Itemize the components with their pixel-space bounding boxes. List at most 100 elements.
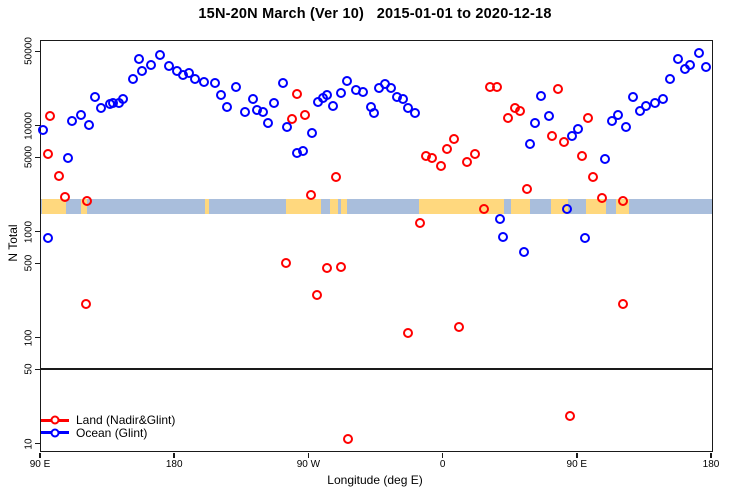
- data-point-ocean: [258, 107, 269, 118]
- data-point-land: [53, 171, 64, 182]
- x-tick: [441, 453, 444, 458]
- data-point-ocean: [544, 111, 555, 122]
- map-strip-land-patch: [285, 198, 322, 214]
- legend-label-land: Land (Nadir&Glint): [76, 413, 176, 428]
- map-strip-land-patch: [510, 198, 531, 214]
- legend-label-ocean: Ocean (Glint): [76, 425, 148, 440]
- data-point-ocean: [410, 107, 421, 118]
- data-point-ocean: [137, 66, 148, 77]
- x-tick: [710, 453, 712, 458]
- data-point-ocean: [83, 120, 94, 130]
- y-tick: [34, 262, 40, 265]
- data-point-ocean: [222, 101, 233, 112]
- data-point-ocean: [262, 118, 273, 129]
- data-point-ocean: [247, 93, 258, 104]
- data-point-ocean: [701, 61, 712, 72]
- chart-title: 15N-20N March (Ver 10) 2015-01-01 to 202…: [198, 6, 552, 22]
- data-point-ocean: [358, 86, 369, 97]
- y-tick-label: 5000: [23, 146, 35, 169]
- data-point-ocean: [398, 93, 409, 104]
- data-point-land: [286, 113, 297, 124]
- y-tick-label: 10000: [23, 111, 35, 140]
- data-point-land: [435, 161, 446, 172]
- data-point-land: [492, 81, 503, 92]
- x-tick: [576, 453, 578, 458]
- data-point-land: [280, 257, 291, 268]
- data-point-ocean: [613, 110, 624, 121]
- y-tick: [34, 156, 40, 159]
- data-point-ocean: [134, 53, 145, 64]
- data-point-land: [587, 172, 598, 183]
- data-point-ocean: [627, 91, 638, 102]
- data-point-land: [292, 89, 303, 100]
- data-point-ocean: [268, 98, 279, 109]
- data-point-ocean: [580, 232, 591, 243]
- y-axis-title: N Total: [6, 224, 20, 262]
- data-point-land: [559, 137, 570, 148]
- legend-symbol-ocean: [41, 427, 69, 439]
- data-point-ocean: [572, 123, 583, 134]
- data-point-land: [596, 192, 607, 203]
- map-strip-land-patch: [340, 198, 347, 214]
- data-point-land: [553, 83, 564, 94]
- x-tick-label: 0: [439, 459, 446, 470]
- data-point-ocean: [164, 60, 175, 71]
- map-strip-land-patch: [205, 198, 210, 214]
- data-point-ocean: [62, 152, 73, 163]
- data-point-ocean: [231, 82, 242, 93]
- data-point-ocean: [529, 118, 540, 129]
- data-point-ocean: [43, 232, 54, 243]
- data-point-land: [478, 204, 489, 215]
- y-tick: [34, 442, 40, 445]
- y-tick: [34, 368, 40, 371]
- data-point-ocean: [76, 110, 87, 121]
- data-point-ocean: [684, 59, 695, 70]
- legend-circle-icon: [50, 415, 60, 425]
- data-point-ocean: [672, 53, 683, 64]
- data-point-land: [335, 261, 346, 272]
- x-tick-label: 90 W: [296, 459, 321, 470]
- data-point-ocean: [495, 213, 506, 224]
- data-point-land: [453, 321, 464, 332]
- data-point-ocean: [210, 78, 221, 88]
- x-tick: [173, 453, 175, 458]
- data-point-ocean: [67, 115, 78, 126]
- legend-item-land: Land (Nadir&Glint): [41, 413, 176, 428]
- data-point-ocean: [498, 231, 509, 242]
- map-strip-land-patch: [81, 198, 88, 214]
- data-point-ocean: [328, 101, 339, 112]
- data-point-ocean: [240, 107, 251, 118]
- data-point-land: [577, 150, 588, 161]
- data-point-ocean: [341, 76, 352, 86]
- x-tick: [307, 453, 310, 458]
- data-point-land: [343, 433, 354, 444]
- data-point-ocean: [525, 139, 536, 150]
- data-point-land: [469, 149, 480, 160]
- data-point-ocean: [282, 121, 293, 132]
- data-point-ocean: [198, 76, 209, 87]
- data-point-land: [80, 298, 91, 309]
- y-tick: [34, 124, 40, 127]
- data-point-ocean: [128, 73, 139, 84]
- data-point-land: [522, 183, 533, 194]
- map-strip-ocean: [41, 198, 712, 214]
- map-strip-land-patch: [41, 198, 67, 214]
- data-point-ocean: [118, 93, 128, 104]
- legend-circle-icon: [50, 428, 60, 438]
- data-point-ocean: [599, 153, 610, 164]
- data-point-ocean: [519, 247, 530, 258]
- data-point-land: [617, 298, 628, 309]
- data-point-ocean: [693, 47, 704, 58]
- y-tick-label: 10: [23, 437, 35, 450]
- x-tick: [39, 453, 41, 458]
- data-point-ocean: [37, 124, 48, 135]
- data-point-land: [502, 113, 513, 124]
- data-point-ocean: [620, 121, 631, 132]
- legend: Land (Nadir&Glint) Ocean (Glint): [41, 413, 176, 440]
- data-point-ocean: [95, 103, 106, 114]
- data-point-ocean: [562, 204, 573, 215]
- data-point-land: [426, 152, 437, 163]
- data-point-ocean: [277, 78, 288, 88]
- y-tick-label: 100: [23, 329, 35, 346]
- y-tick-label: 50: [23, 363, 35, 375]
